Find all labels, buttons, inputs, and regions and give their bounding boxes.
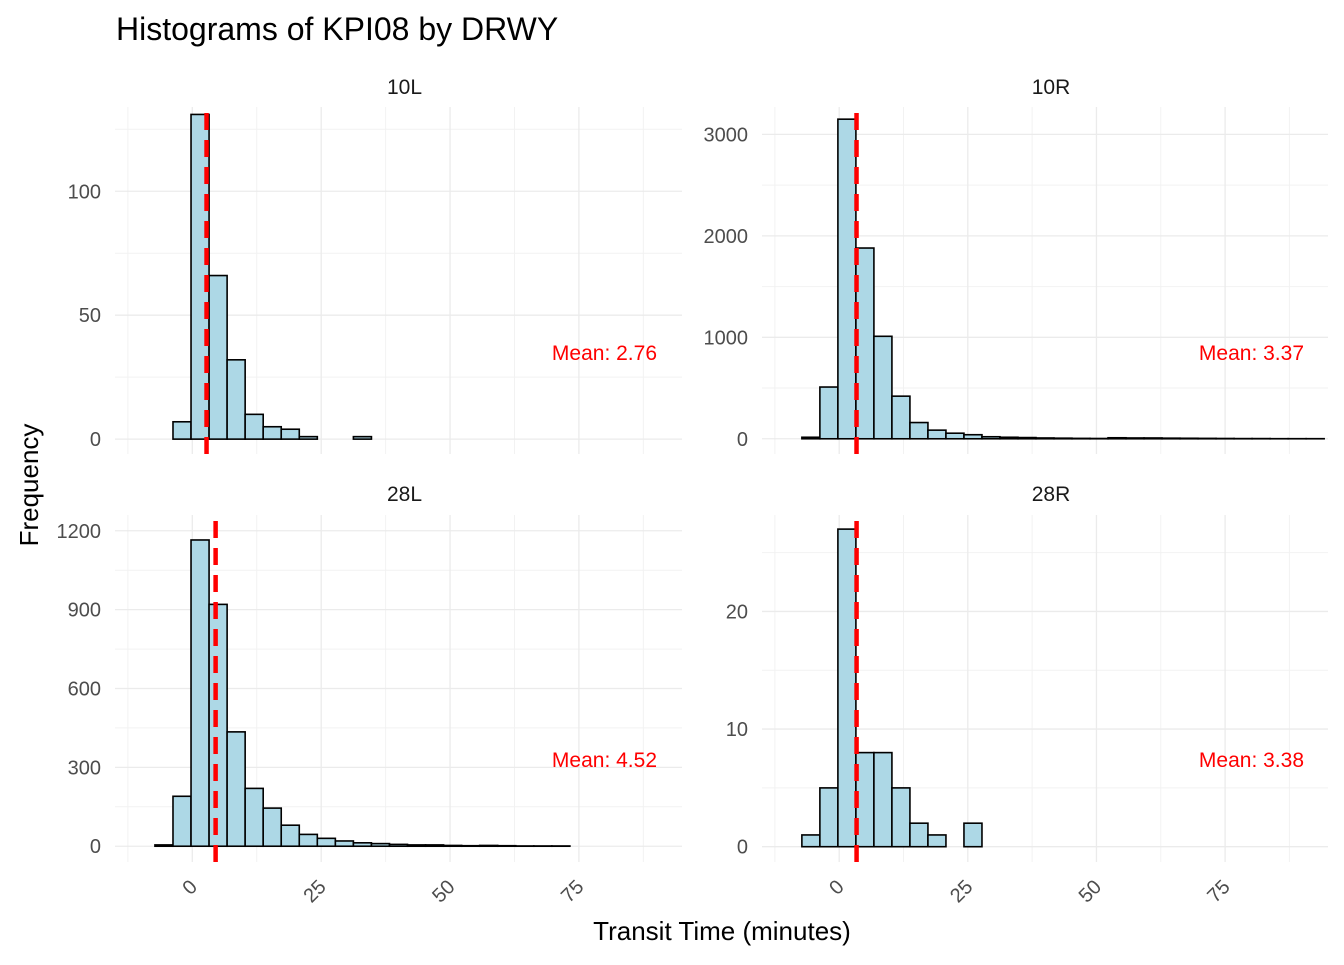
x-tick-label: 50 [428,876,459,907]
histogram-bar [820,788,838,847]
facet-label: 10L [387,76,422,99]
histogram-bar [480,845,498,846]
histogram-bar [389,844,407,846]
histogram-bar [892,788,910,847]
mean-label: Mean: 3.38 [1199,749,1304,772]
histogram-bar [173,422,191,439]
y-tick-label: 0 [90,836,101,858]
y-tick-label: 100 [68,181,101,203]
histogram-bar [820,387,838,439]
histogram-bar [1036,438,1054,439]
mean-label: Mean: 2.76 [552,342,657,365]
mean-label: Mean: 3.37 [1199,342,1304,365]
y-tick-label: 3000 [704,124,749,146]
histogram-bar [910,823,928,847]
histogram-bar [173,796,191,846]
facet-label: 28L [387,483,422,506]
histogram-bar [964,823,982,847]
x-tick-label: 50 [1075,876,1106,907]
histogram-bar [281,825,299,846]
y-tick-label: 0 [737,837,748,859]
mean-label: Mean: 4.52 [552,749,657,772]
y-tick-label: 0 [90,429,101,451]
histogram-bar [982,437,1000,439]
histogram-bar [299,834,317,846]
histogram-bar [1162,438,1180,439]
histogram-bar [910,423,928,439]
histogram-bar [946,433,964,439]
histogram-bar [1108,438,1126,439]
x-tick-label: 25 [946,876,977,907]
x-tick-label: 25 [299,876,330,907]
y-tick-label: 2000 [704,226,749,248]
histogram-bar [1144,438,1162,439]
histogram-bar [353,437,371,439]
histogram-bar [1018,438,1036,439]
y-tick-label: 50 [79,305,101,327]
histogram-bar [1054,438,1072,439]
histogram-bar [1000,437,1018,439]
histogram-bar [335,841,353,846]
y-tick-label: 1000 [704,327,749,349]
histogram-bar [227,360,245,439]
panel-10L: 10L Mean: 2.76 0 50 100 [68,76,682,454]
histogram-bar [426,845,444,846]
histogram-bar [892,396,910,439]
histogram-bar [245,788,263,846]
y-tick-label: 300 [68,757,101,779]
bars [173,114,371,439]
histogram-bar [838,529,856,847]
bars [802,119,1324,439]
y-tick-label: 0 [737,429,748,451]
histogram-bar [227,732,245,846]
histogram-bar [191,540,209,846]
histogram-bar [245,414,263,439]
histogram-bar [802,437,820,439]
histogram-bar [263,808,281,846]
x-tick-label: 75 [557,876,588,907]
histogram-bar [498,846,516,847]
chart-title: Histograms of KPI08 by DRWY [116,11,558,47]
histogram-bar [408,845,426,846]
y-tick-label: 900 [68,600,101,622]
y-tick-label: 600 [68,679,101,701]
histogram-bar [928,835,946,847]
histogram-bar [281,429,299,439]
facet-label: 28R [1032,483,1071,506]
y-tick-label: 10 [726,719,748,741]
histogram-bar [964,435,982,439]
x-tick-label: 0 [178,876,201,899]
histogram-bar [155,845,173,846]
y-axis-title: Frequency [14,424,44,547]
facet-label: 10R [1032,76,1071,99]
histogram-bar [874,753,892,847]
y-tick-label: 20 [726,601,748,623]
histogram-bar [263,427,281,439]
x-tick-label: 0 [825,876,848,899]
x-axis-title: Transit Time (minutes) [593,916,851,946]
panel-28L: 28L Mean: 4.52 0 300 600 900 1200 0 25 50 75 [57,483,683,907]
histogram-bar [371,844,389,847]
histogram-bar [462,846,480,847]
y-tick-label: 1200 [57,521,102,543]
histogram-bar [802,835,820,847]
histogram-bar [209,604,227,846]
histogram-bar [209,276,227,440]
histogram-bar [353,843,371,846]
x-tick-label: 75 [1203,876,1234,907]
panel-10R: 10R Mean: 3.37 0 1000 2000 3000 [704,76,1329,454]
histogram-bar [444,845,462,846]
histogram-bar [838,119,856,439]
histogram-bar [317,838,335,846]
panel-28R: 28R Mean: 3.38 0 10 20 0 25 50 75 [726,483,1328,907]
histogram-bar [1126,438,1144,439]
histogram-bar [928,430,946,439]
bars [802,529,982,847]
histogram-bar [874,336,892,438]
histogram-bar [299,437,317,439]
histogram-bar [1180,438,1198,439]
